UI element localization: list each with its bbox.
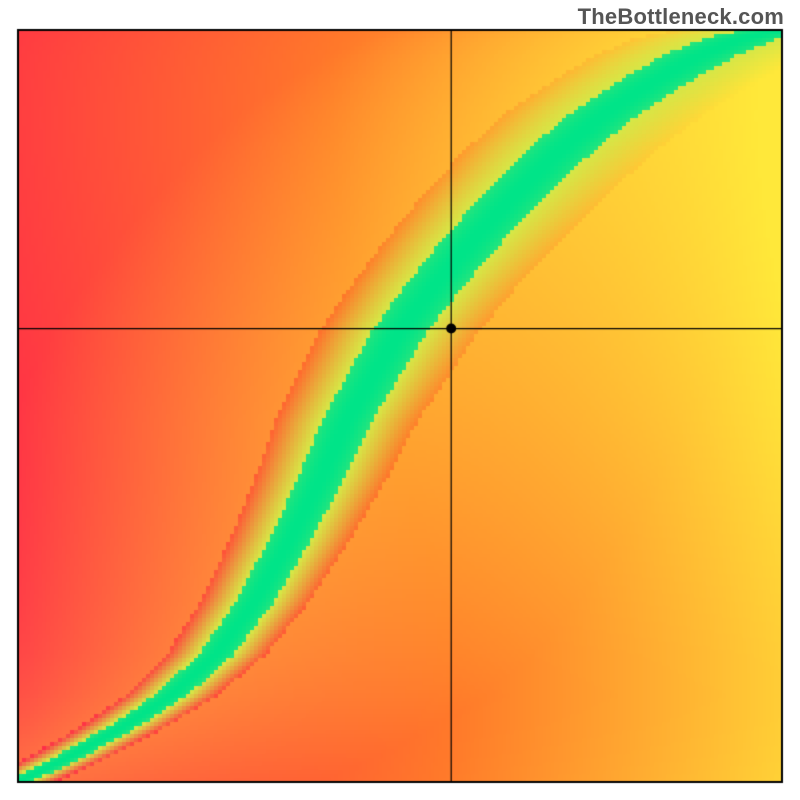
chart-container: TheBottleneck.com [0, 0, 800, 800]
attribution-text: TheBottleneck.com [578, 4, 784, 30]
bottleneck-heatmap [0, 0, 800, 800]
